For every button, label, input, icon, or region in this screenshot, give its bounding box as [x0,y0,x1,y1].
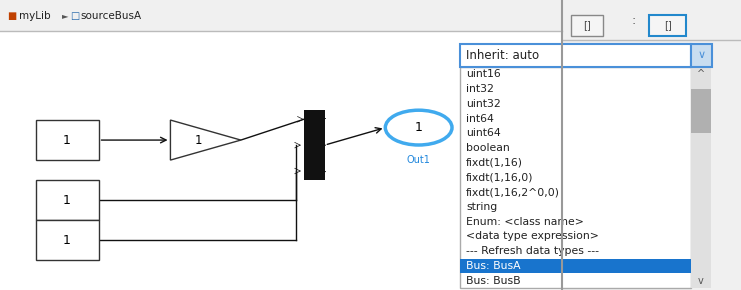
Text: Unit (e.g., m...: Unit (e.g., m... [568,99,645,108]
Text: Signal type:: Signal type: [568,273,633,283]
Ellipse shape [385,110,452,145]
Bar [571,15,603,36]
Text: Bus: BusB: Bus: BusB [466,276,521,286]
Bar [460,67,691,288]
Text: uint32: uint32 [466,99,501,109]
Text: <data type expression>: <data type expression> [466,231,599,241]
Bar [691,67,711,288]
Bar [36,120,99,160]
Bar [691,89,711,133]
Text: []: [] [664,21,671,30]
Text: boolean: boolean [466,143,510,153]
Bar [36,220,99,260]
Text: sourceBusA: sourceBusA [80,11,141,21]
Text: Variable-size...: Variable-size... [568,187,647,197]
Text: int32: int32 [466,84,494,94]
Polygon shape [170,120,241,160]
FancyBboxPatch shape [0,0,562,31]
Text: myLib: myLib [19,11,50,21]
Text: -1: -1 [595,231,605,241]
Text: 1: 1 [63,194,71,206]
Bar [36,180,99,220]
Text: Out1: Out1 [407,155,431,165]
Text: 1: 1 [63,234,71,246]
Bar [304,110,325,180]
Text: Data type:: Data type: [568,50,625,60]
Text: uint16: uint16 [466,69,501,79]
Text: int64: int64 [466,114,494,124]
Text: ∨: ∨ [698,50,705,60]
Text: --- Refresh data types ---: --- Refresh data types --- [466,246,599,256]
Text: -1: -1 [595,163,605,173]
Text: ^: ^ [697,69,705,79]
Text: Port dimens...: Port dimens... [568,142,643,152]
Text: Sample time...: Sample time... [568,210,647,220]
Text: fixdt(1,16,0): fixdt(1,16,0) [466,173,534,182]
Text: Inherit: auto: Inherit: auto [466,49,539,62]
Text: fixdt(1,16,2^0,0): fixdt(1,16,2^0,0) [466,187,560,197]
Text: 1: 1 [415,121,422,134]
Text: □: □ [70,11,79,21]
Text: v: v [698,276,704,286]
Text: Enum: <class name>: Enum: <class name> [466,217,584,227]
Text: inherit: inherit [582,119,618,129]
Bar [568,158,633,178]
Text: []: [] [583,21,591,30]
FancyBboxPatch shape [0,31,562,290]
Bar [562,0,741,40]
Bar [460,258,691,273]
Bar [568,115,633,135]
Bar [649,15,686,36]
Text: 1: 1 [63,134,71,146]
Text: :: : [631,14,636,26]
Bar [562,0,741,290]
Text: ►: ► [62,11,68,20]
Text: Lock outp...: Lock outp... [588,74,651,84]
Text: 1: 1 [195,134,202,146]
Bar [568,226,633,246]
Text: fixdt(1,16): fixdt(1,16) [466,158,523,168]
Text: uint64: uint64 [466,128,501,138]
Text: ■: ■ [7,11,16,21]
Bar [691,44,712,67]
Text: string: string [466,202,497,212]
Text: Bus: BusA: Bus: BusA [466,261,521,271]
Bar [568,76,584,82]
Bar [460,44,691,67]
